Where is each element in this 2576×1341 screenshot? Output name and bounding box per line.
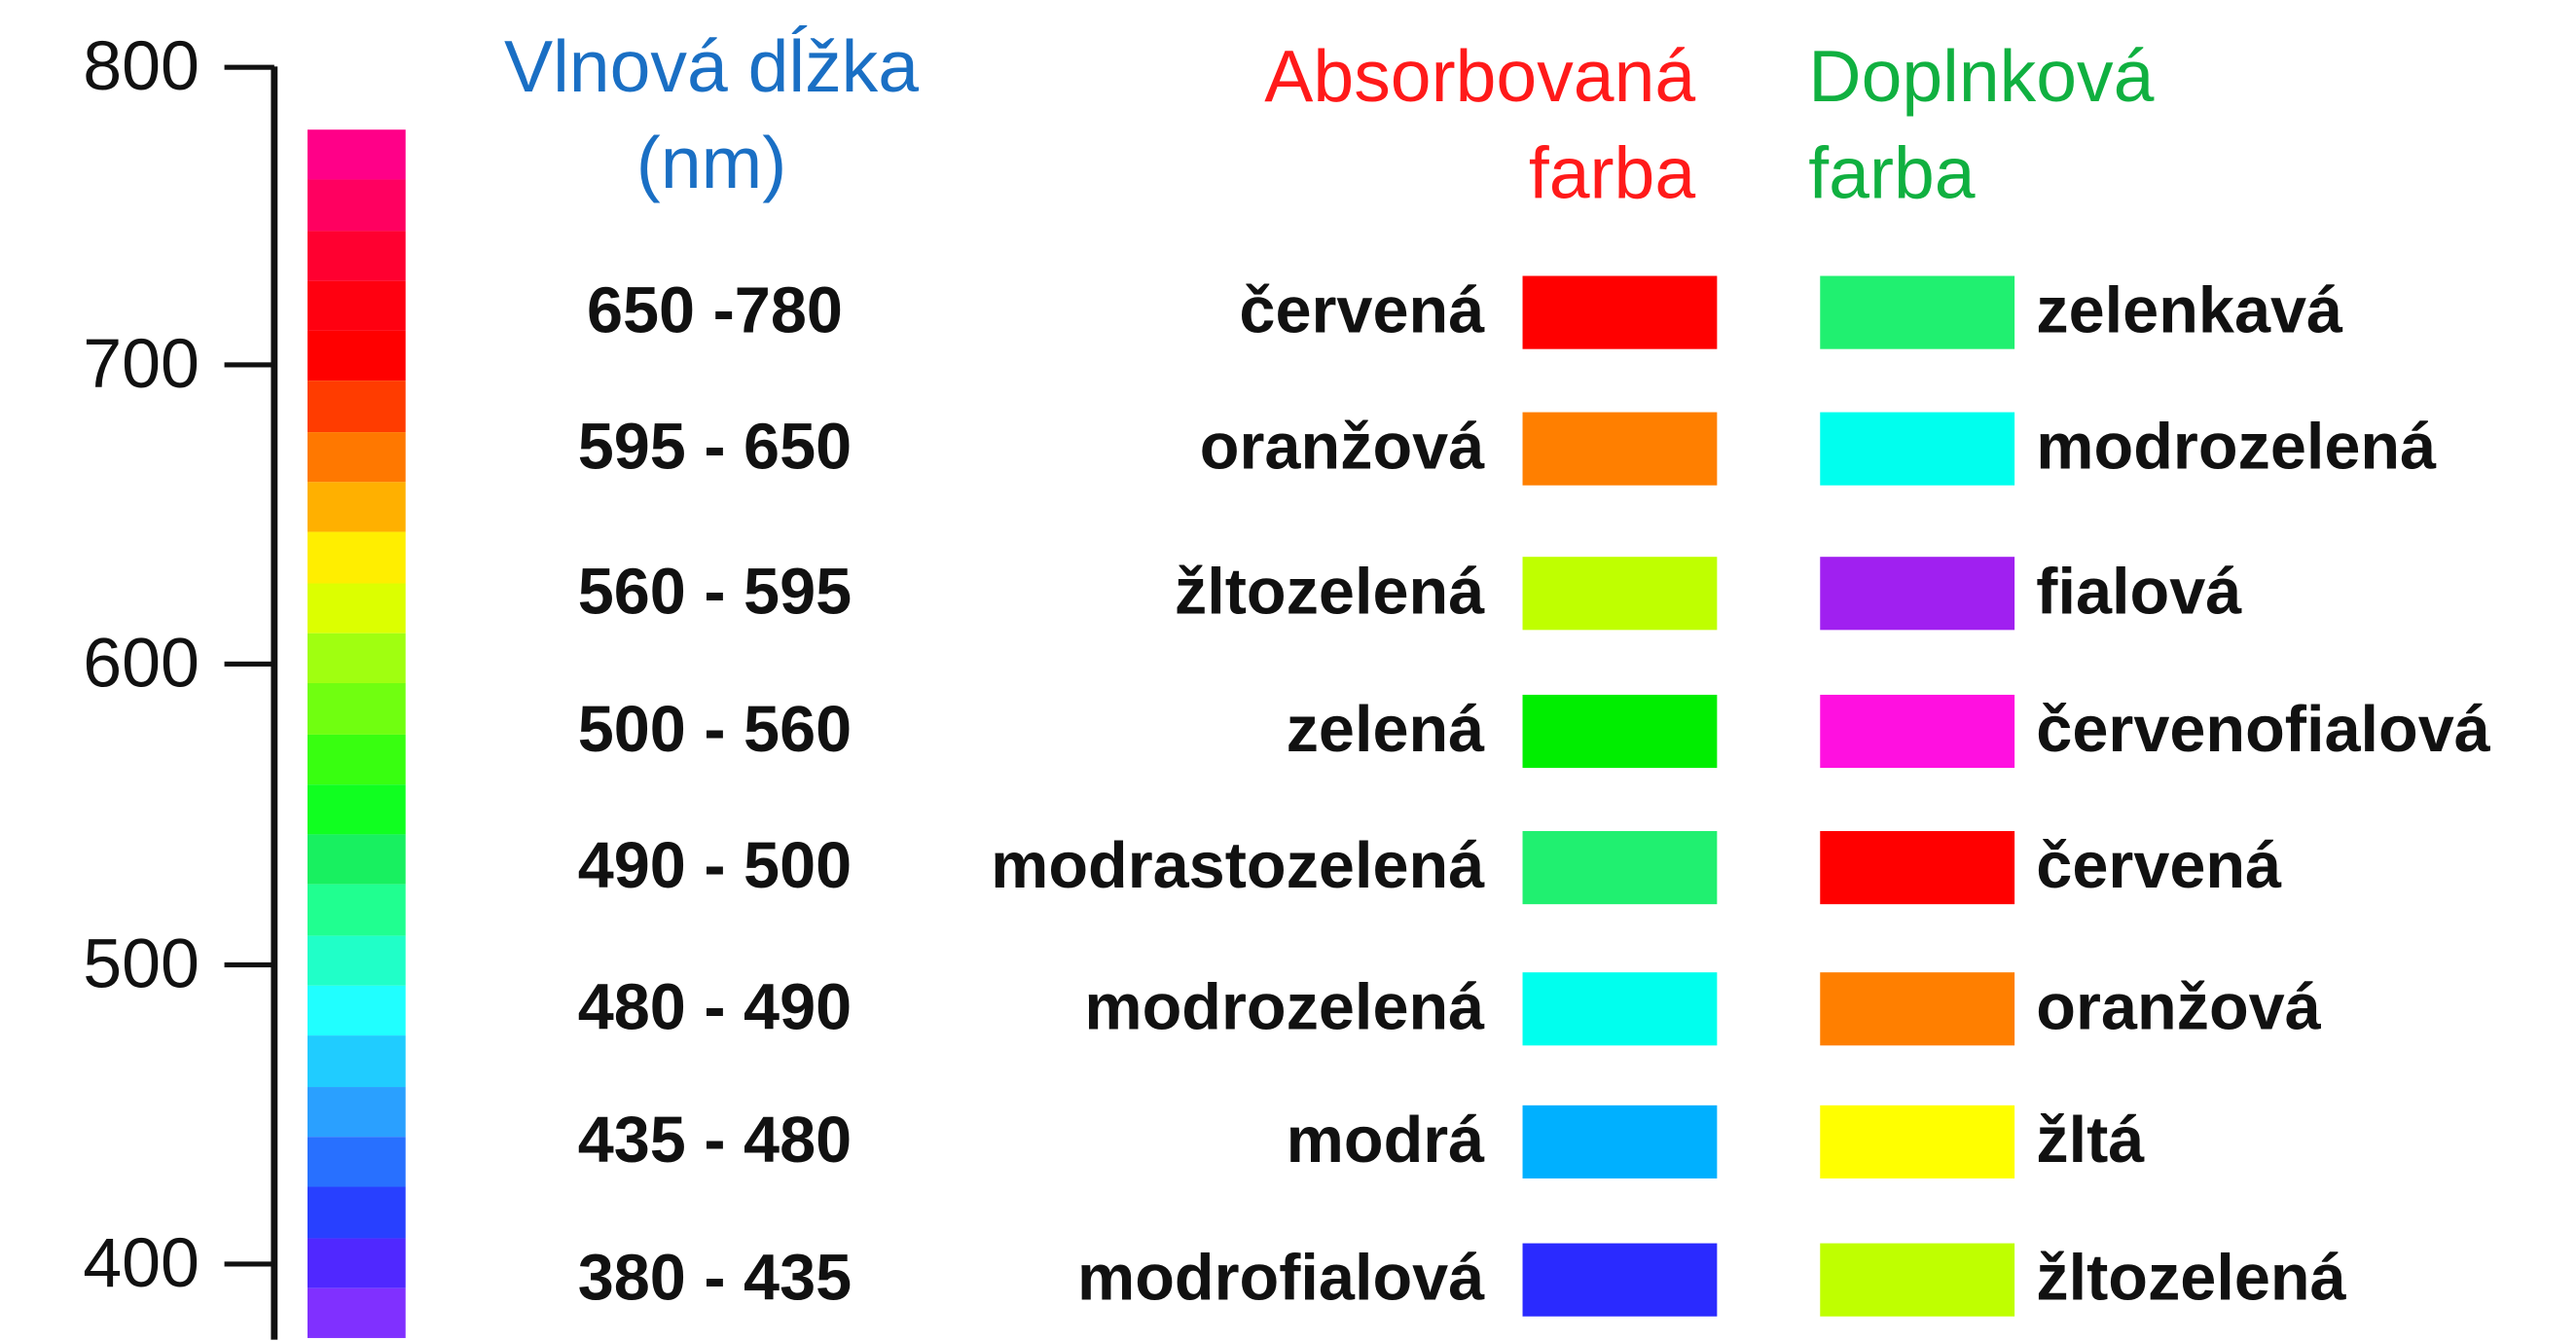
wavelength-range: 480 - 490 bbox=[577, 972, 853, 1044]
absorbed-color-swatch bbox=[1522, 1105, 1718, 1178]
axis-tick bbox=[224, 64, 274, 70]
spectrum-band bbox=[307, 582, 406, 634]
spectrum-band bbox=[307, 1035, 406, 1087]
absorbed-color-name: zelená bbox=[1286, 694, 1485, 767]
absorbed-color-swatch bbox=[1522, 1243, 1718, 1317]
complementary-color-swatch bbox=[1820, 972, 2015, 1046]
complementary-header: Doplnková farba bbox=[1808, 30, 2154, 223]
wavelength-range: 380 - 435 bbox=[577, 1243, 853, 1316]
absorbed-color-swatch bbox=[1522, 831, 1718, 905]
absorbed-header: Absorbovaná farba bbox=[1264, 30, 1695, 223]
complementary-color-swatch bbox=[1820, 1243, 2015, 1317]
wavelength-range: 490 - 500 bbox=[577, 831, 853, 903]
spectrum-band bbox=[307, 734, 406, 784]
axis-tick-label: 800 bbox=[83, 26, 200, 105]
axis-tick-label: 600 bbox=[83, 623, 200, 702]
complementary-color-name: žltá bbox=[2036, 1105, 2145, 1178]
spectrum-band bbox=[307, 834, 406, 886]
axis-tick-label: 500 bbox=[83, 924, 200, 1002]
spectrum-band bbox=[307, 431, 406, 483]
wavelength-header-line1: Vlnová dĺžka bbox=[503, 26, 920, 109]
wavelength-range: 560 - 595 bbox=[577, 557, 853, 629]
wavelength-range: 650 -780 bbox=[586, 275, 843, 347]
absorbed-color-swatch bbox=[1522, 694, 1718, 769]
spectrum-band bbox=[307, 230, 406, 281]
complementary-color-name: oranžová bbox=[2036, 972, 2321, 1044]
spectrum-band bbox=[307, 1237, 406, 1288]
axis-tick bbox=[224, 362, 274, 368]
spectrum-bar bbox=[307, 129, 406, 1339]
wavelength-header-line2: (nm) bbox=[635, 123, 787, 205]
absorbed-color-name: červená bbox=[1239, 275, 1485, 347]
absorbed-color-name: modrastozelená bbox=[991, 831, 1485, 903]
complementary-color-swatch bbox=[1820, 412, 2015, 486]
wavelength-axis bbox=[271, 66, 278, 1340]
spectrum-band bbox=[307, 885, 406, 936]
wavelength-range: 500 - 560 bbox=[577, 694, 853, 767]
absorbed-color-name: žltozelená bbox=[1174, 557, 1485, 629]
complementary-color-name: žltozelená bbox=[2036, 1243, 2346, 1316]
spectrum-band bbox=[307, 381, 406, 432]
axis-tick-label: 700 bbox=[83, 324, 200, 403]
complementary-color-swatch bbox=[1820, 557, 2015, 631]
absorbed-color-swatch bbox=[1522, 275, 1718, 349]
complementary-color-swatch bbox=[1820, 1105, 2015, 1178]
complementary-color-swatch bbox=[1820, 275, 2015, 349]
spectrum-band bbox=[307, 532, 406, 583]
spectrum-band bbox=[307, 633, 406, 684]
complementary-color-name: červenofialová bbox=[2036, 694, 2490, 767]
complementary-color-swatch bbox=[1820, 694, 2015, 769]
spectrum-band bbox=[307, 935, 406, 986]
wavelength-range: 435 - 480 bbox=[577, 1105, 853, 1178]
absorbed-color-swatch bbox=[1522, 557, 1718, 631]
complementary-header-line1: Doplnková bbox=[1808, 36, 2155, 119]
axis-tick bbox=[224, 661, 274, 667]
spectrum-band bbox=[307, 783, 406, 835]
absorbed-color-name: modrofialová bbox=[1076, 1243, 1485, 1316]
spectrum-band bbox=[307, 331, 406, 381]
spectrum-band bbox=[307, 683, 406, 735]
absorbed-color-swatch bbox=[1522, 412, 1718, 486]
complementary-color-name: zelenkavá bbox=[2036, 275, 2343, 347]
spectrum-band bbox=[307, 129, 406, 180]
spectrum-band bbox=[307, 1186, 406, 1238]
wavelength-header: Vlnová dĺžka (nm) bbox=[479, 19, 944, 212]
spectrum-band bbox=[307, 482, 406, 533]
absorbed-color-name: modrá bbox=[1286, 1105, 1485, 1178]
complementary-color-name: fialová bbox=[2036, 557, 2242, 629]
spectrum-band bbox=[307, 1287, 406, 1339]
spectrum-band bbox=[307, 280, 406, 332]
axis-tick bbox=[224, 1261, 274, 1267]
spectrum-band bbox=[307, 1086, 406, 1138]
axis-tick-label: 400 bbox=[83, 1223, 200, 1302]
absorbed-color-name: oranžová bbox=[1199, 412, 1485, 485]
spectrum-band bbox=[307, 1137, 406, 1187]
absorbed-color-swatch bbox=[1522, 972, 1718, 1046]
complementary-header-line2: farba bbox=[1808, 132, 1976, 215]
spectrum-band bbox=[307, 179, 406, 231]
spectrum-band bbox=[307, 985, 406, 1036]
absorbed-color-name: modrozelená bbox=[1084, 972, 1485, 1044]
wavelength-range: 595 - 650 bbox=[577, 412, 853, 485]
absorbed-header-line1: Absorbovaná bbox=[1264, 36, 1696, 119]
complementary-color-name: červená bbox=[2036, 831, 2282, 903]
complementary-color-swatch bbox=[1820, 831, 2015, 905]
complementary-color-name: modrozelená bbox=[2036, 412, 2437, 485]
axis-tick bbox=[224, 961, 274, 968]
absorbed-header-line2: farba bbox=[1528, 132, 1696, 215]
